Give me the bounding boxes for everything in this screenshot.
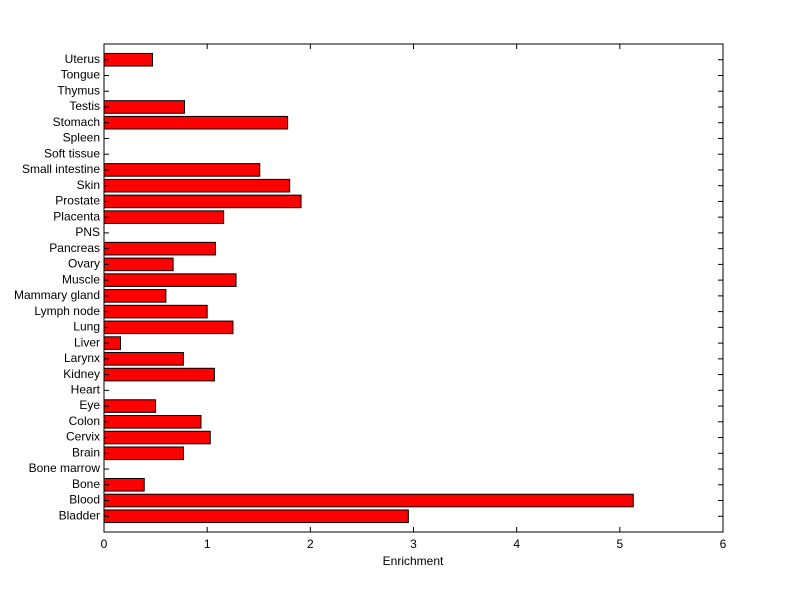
- bar: [103, 304, 208, 319]
- y-tick-label: Lymph node: [34, 304, 100, 318]
- y-tick-label: Ovary: [68, 257, 100, 271]
- y-tick-label: Heart: [71, 382, 101, 396]
- bar: [103, 178, 291, 193]
- y-tick-label: Soft tissue: [44, 146, 100, 160]
- y-tick-label: Testis: [69, 99, 100, 113]
- y-tick-label: Prostate: [55, 194, 100, 208]
- y-tick-label: Skin: [77, 178, 100, 192]
- y-tick-label: Muscle: [62, 272, 100, 286]
- y-tick-label: Kidney: [63, 367, 100, 381]
- y-tick-label: Cervix: [66, 430, 100, 444]
- bar: [103, 320, 234, 335]
- y-tick-label: Bone marrow: [29, 461, 101, 475]
- plot-frame: [103, 43, 724, 533]
- bar: [103, 399, 157, 413]
- y-tick-label: Liver: [74, 335, 100, 349]
- y-tick-label: Larynx: [64, 351, 100, 365]
- bar: [103, 367, 215, 382]
- bar: [103, 352, 184, 366]
- bar: [103, 115, 289, 130]
- bar: [103, 273, 237, 287]
- bar: [103, 446, 184, 461]
- bar: [103, 52, 153, 67]
- y-tick-label: Bone: [72, 477, 100, 491]
- y-tick-label: Placenta: [53, 209, 100, 223]
- bar: [103, 163, 261, 177]
- bar: [103, 210, 225, 224]
- y-tick-label: Thymus: [57, 83, 100, 97]
- bar: [103, 477, 145, 492]
- y-tick-label: Spleen: [63, 131, 100, 145]
- y-tick-label: PNS: [75, 225, 100, 239]
- y-tick-label: Uterus: [65, 52, 100, 66]
- y-tick-label: Blood: [69, 493, 100, 507]
- x-tick-label: 1: [204, 537, 211, 551]
- bar: [103, 194, 302, 209]
- bar: [103, 509, 409, 524]
- x-tick-label: 2: [307, 537, 314, 551]
- y-tick-label: Small intestine: [22, 162, 100, 176]
- y-tick-label: Colon: [69, 414, 100, 428]
- x-tick-label: 3: [410, 537, 417, 551]
- x-tick-label: 5: [616, 537, 623, 551]
- bar: [103, 415, 202, 429]
- y-tick-label: Tongue: [61, 68, 101, 82]
- y-tick-label: Bladder: [59, 508, 100, 522]
- y-tick-label: Pancreas: [49, 241, 100, 255]
- x-axis-label: Enrichment: [383, 554, 444, 568]
- bar: [103, 100, 185, 114]
- x-tick-label: 6: [720, 537, 727, 551]
- bar: [103, 257, 174, 272]
- y-tick-label: Brain: [72, 445, 100, 459]
- y-tick-label: Stomach: [53, 115, 100, 129]
- x-tick-label: 0: [101, 537, 108, 551]
- y-tick-label: Lung: [73, 320, 100, 334]
- bar: [103, 241, 216, 256]
- bar: [103, 493, 634, 508]
- x-tick-label: 4: [513, 537, 520, 551]
- y-tick-label: Eye: [79, 398, 100, 412]
- bar: [103, 430, 211, 445]
- bar: [103, 289, 167, 303]
- y-tick-label: Mammary gland: [14, 288, 100, 302]
